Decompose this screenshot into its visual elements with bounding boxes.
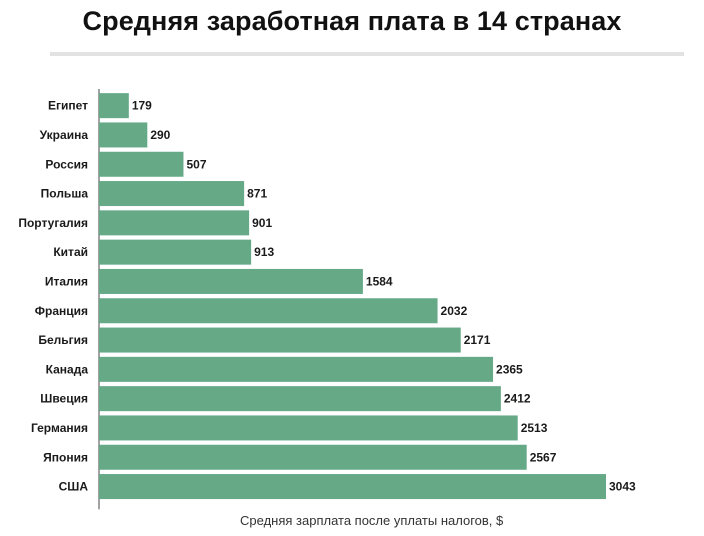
value-label: 179	[132, 99, 152, 113]
bar	[99, 93, 129, 119]
category-label: Япония	[43, 450, 88, 464]
bar	[99, 444, 527, 470]
value-label: 2567	[530, 450, 557, 464]
value-label: 3043	[609, 480, 636, 494]
bar	[99, 327, 461, 353]
value-label: 871	[247, 187, 267, 201]
category-label: Польша	[41, 187, 89, 201]
bars-group: Египет 179 Украина 290 Россия 507 Польша 871 Пор…	[18, 93, 636, 500]
category-label: Швеция	[40, 392, 88, 406]
bar	[99, 181, 245, 207]
category-label: Китай	[53, 245, 88, 259]
category-label: США	[59, 480, 89, 494]
value-label: 290	[150, 128, 170, 142]
chart-title: Средняя заработная плата в 14 странах	[82, 6, 622, 36]
bar	[99, 356, 494, 382]
category-label: Египет	[48, 99, 88, 113]
bar	[99, 386, 501, 412]
value-label: 2412	[504, 392, 531, 406]
category-label: Португалия	[18, 216, 88, 230]
bar	[99, 210, 250, 236]
category-label: Украина	[40, 128, 89, 142]
x-axis-label: Средняя зарплата после уплаты налогов, $	[240, 513, 504, 528]
bar	[99, 239, 252, 265]
category-label: Франция	[35, 304, 88, 318]
value-label: 2365	[496, 362, 523, 376]
value-label: 507	[186, 157, 206, 171]
category-label: Италия	[45, 274, 88, 288]
category-label: Россия	[45, 157, 88, 171]
title-divider	[50, 52, 684, 56]
bar	[99, 122, 148, 148]
value-label: 901	[252, 216, 272, 230]
value-label: 2513	[521, 421, 548, 435]
value-label: 2171	[464, 333, 491, 347]
category-label: Канада	[46, 362, 89, 376]
bar	[99, 151, 184, 177]
value-label: 2032	[441, 304, 468, 318]
bar	[99, 474, 606, 500]
bar	[99, 268, 363, 294]
value-label: 1584	[366, 274, 393, 288]
value-label: 913	[254, 245, 274, 259]
category-label: Германия	[31, 421, 88, 435]
bar	[99, 415, 518, 441]
category-label: Бельгия	[38, 333, 88, 347]
bar	[99, 298, 438, 324]
